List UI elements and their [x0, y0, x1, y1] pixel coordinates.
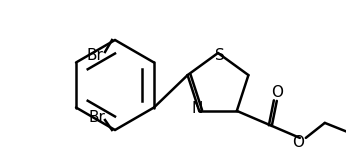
Text: Br: Br — [86, 47, 103, 63]
Text: O: O — [271, 85, 283, 100]
Text: Br: Br — [89, 110, 106, 125]
Text: S: S — [215, 49, 225, 63]
Text: N: N — [191, 101, 203, 116]
Text: O: O — [292, 135, 304, 150]
